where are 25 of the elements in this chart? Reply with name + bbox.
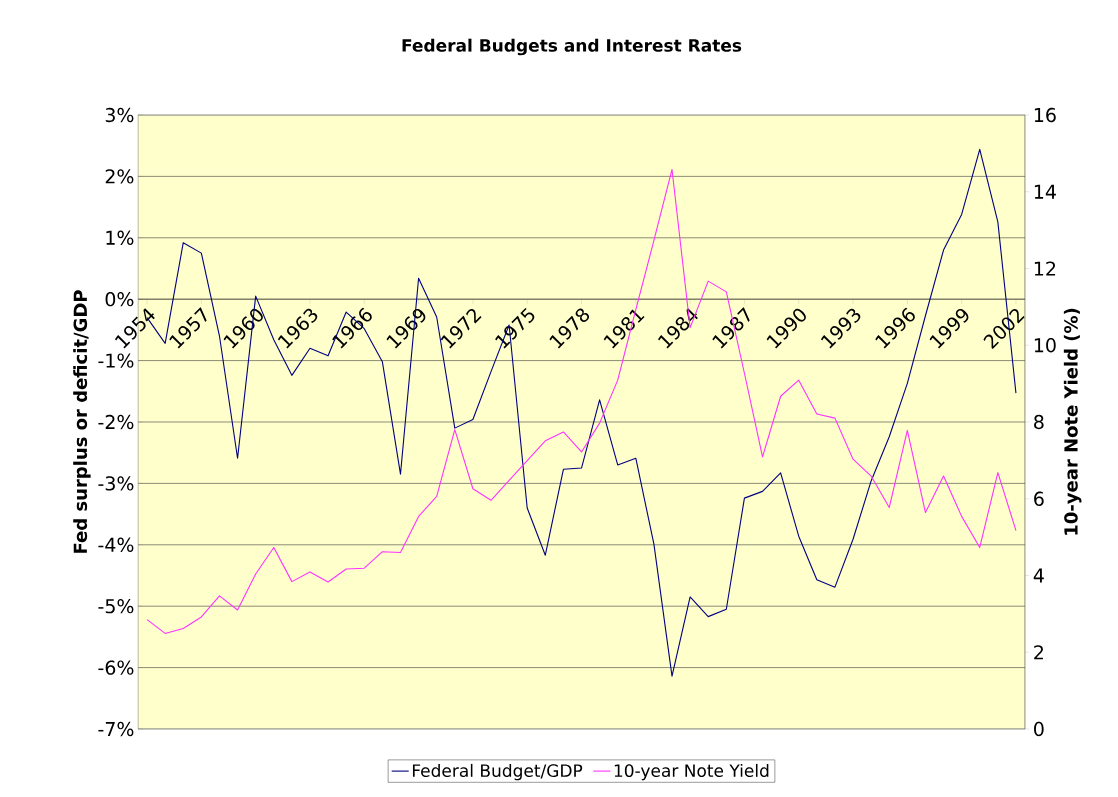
legend-label: Federal Budget/GDP [412,763,583,781]
y2-tick-label: 16 [1034,107,1056,123]
y2-tick-label: 8 [1034,414,1044,430]
y-tick-label: -5% [98,599,134,614]
y2-tick-label: 10 [1034,338,1056,353]
y-axis-title: Fed surplus or deficit/GDP [73,290,91,553]
y2-tick-label: 14 [1034,184,1056,199]
chart-title: Federal Budgets and Interest Rates [402,38,742,56]
y2-tick-label: 6 [1034,491,1044,506]
legend-label: 10-year Note Yield [614,763,769,781]
y-tick-label: 1% [106,230,134,245]
y-tick-label: 0% [105,292,134,307]
y-tick-label: 2% [105,169,134,184]
y2-axis-title: 10-year Note Yield (%) [1063,308,1082,535]
y-tick-label: -4% [98,537,134,552]
y-tick-label: -2% [98,414,134,430]
y2-tick-label: 4 [1033,568,1044,583]
y2-tick-label: 2 [1034,645,1043,660]
y-tick-label: -6% [98,660,134,675]
y2-tick-label: 0 [1034,721,1044,737]
y-tick-label: -1% [98,353,134,368]
y-tick-label: -7% [98,721,134,737]
y-tick-label: 3% [105,107,134,123]
y2-tick-label: 12 [1034,261,1056,276]
y-tick-label: -3% [98,476,134,491]
